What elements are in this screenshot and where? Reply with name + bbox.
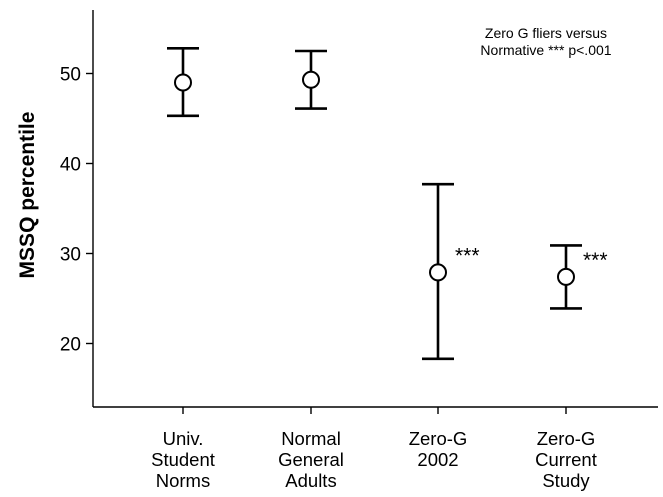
error-bar-group: ***	[422, 182, 480, 361]
mean-marker	[429, 263, 447, 282]
error-bar-group	[167, 46, 199, 118]
error-bars: *** ***	[167, 46, 608, 361]
x-tick-label: General	[278, 449, 344, 470]
x-tick-label: Student	[151, 449, 215, 470]
x-tick-label: 2002	[417, 449, 458, 470]
x-tick-label: Study	[542, 470, 590, 491]
x-tick-label: Zero-G	[409, 428, 468, 449]
x-tick-label: Normal	[281, 428, 341, 449]
axes	[92, 10, 658, 408]
mean-marker	[557, 267, 575, 286]
x-tick-label: Adults	[285, 470, 336, 491]
y-tick-label: 30	[60, 245, 81, 266]
y-ticks: 20 30 40 50	[60, 65, 93, 356]
x-tick-label: Norms	[156, 470, 210, 491]
annotation: Zero G fliers versus Normative *** p<.00…	[480, 25, 611, 58]
mean-marker	[174, 73, 192, 92]
annotation-line-1: Zero G fliers versus	[485, 25, 607, 41]
error-bar-group	[295, 49, 327, 110]
error-bar-group: ***	[550, 244, 608, 310]
annotation-line-2: Normative *** p<.001	[480, 42, 611, 58]
x-tick-label: Current	[535, 449, 597, 470]
significance-label: ***	[455, 244, 480, 267]
significance-label: ***	[583, 249, 608, 272]
y-tick-label: 40	[60, 155, 81, 176]
y-axis-label: MSSQ percentile	[16, 112, 39, 279]
y-tick-label: 20	[60, 335, 81, 356]
x-tick-label: Univ.	[163, 428, 204, 449]
y-tick-label: 50	[60, 65, 81, 86]
x-tick-label: Zero-G	[537, 428, 596, 449]
mean-marker	[302, 70, 320, 89]
